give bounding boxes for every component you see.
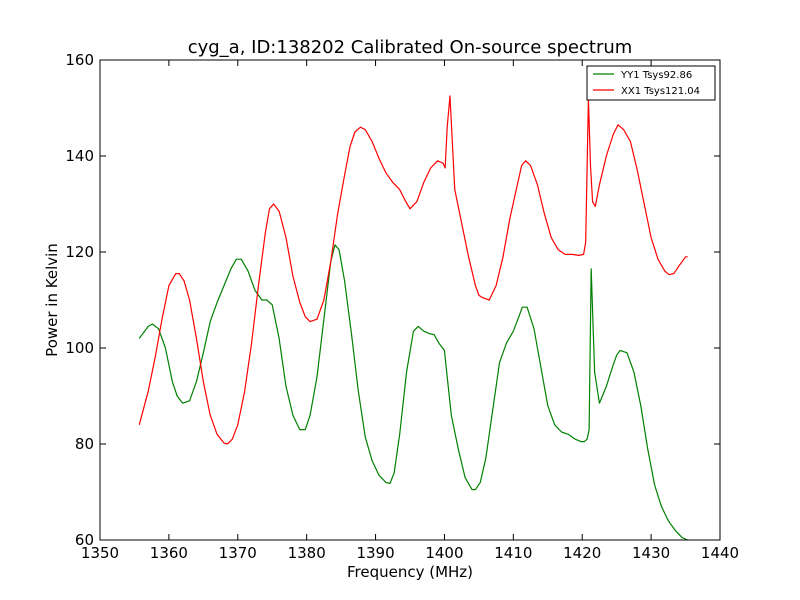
legend: YY1 Tsys92.86 XX1 Tsys121.04 [586, 65, 716, 101]
x-tick-label: 1370 [219, 544, 257, 562]
legend-label-xx1: XX1 Tsys121.04 [621, 86, 700, 97]
series-layer [138, 95, 688, 541]
x-tick-label: 1360 [150, 544, 188, 562]
y-tick-label: 120 [65, 243, 94, 261]
series-line-yy1 [138, 244, 688, 541]
x-tick-label: 1430 [632, 544, 670, 562]
x-tick-label: 1440 [701, 544, 739, 562]
x-axis-label: Frequency (MHz) [347, 563, 473, 581]
legend-label-yy1: YY1 Tsys92.86 [620, 70, 692, 81]
y-tick-label: 140 [65, 147, 94, 165]
y-tick-label: 100 [65, 339, 94, 357]
x-tick-label: 1400 [425, 544, 463, 562]
plot-area [100, 60, 720, 540]
y-tick-label: 80 [75, 435, 94, 453]
chart-title: cyg_a, ID:138202 Calibrated On-source sp… [188, 37, 633, 58]
x-tick-label: 1420 [563, 544, 601, 562]
y-axis-label: Power in Kelvin [43, 243, 61, 357]
x-tick-label: 1350 [81, 544, 119, 562]
tick-labels: 1350 1360 1370 1380 1390 1400 1410 1420 1430 1440… [65, 51, 739, 562]
y-tick-label: 160 [65, 51, 94, 69]
tick-marks [99, 59, 721, 541]
legend-box [586, 65, 716, 101]
plot-frame [99, 59, 721, 541]
x-tick-label: 1410 [494, 544, 532, 562]
x-tick-label: 1390 [356, 544, 394, 562]
x-tick-label: 1380 [288, 544, 326, 562]
y-tick-label: 60 [75, 531, 94, 549]
series-line-xx1 [138, 95, 688, 445]
